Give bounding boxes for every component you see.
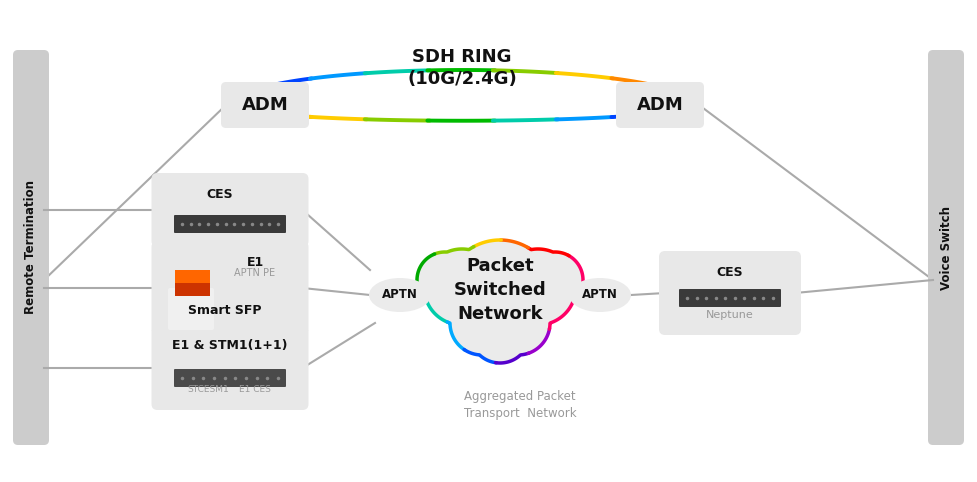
Text: CES: CES [207,187,234,201]
Ellipse shape [369,278,431,312]
Text: APTN PE: APTN PE [234,268,276,278]
Polygon shape [417,240,583,363]
Text: ADM: ADM [241,96,288,114]
FancyBboxPatch shape [221,82,309,128]
FancyBboxPatch shape [13,50,49,445]
Text: E1 & STM1(1+1): E1 & STM1(1+1) [172,339,288,352]
Text: Packet
Switched
Network: Packet Switched Network [453,257,546,322]
Text: Voice Switch: Voice Switch [940,205,953,290]
Text: Aggregated Packet
Transport  Network: Aggregated Packet Transport Network [464,390,576,420]
FancyBboxPatch shape [151,326,309,410]
Text: STCESM1: STCESM1 [188,386,229,394]
FancyBboxPatch shape [174,369,286,387]
FancyBboxPatch shape [616,82,704,128]
FancyBboxPatch shape [679,289,781,307]
Text: Neptune: Neptune [706,310,754,320]
Text: SDH RING
(10G/2.4G): SDH RING (10G/2.4G) [407,48,517,88]
Text: E1: E1 [246,255,264,268]
FancyBboxPatch shape [168,288,214,330]
Polygon shape [175,270,210,283]
Text: Remote Termination: Remote Termination [24,180,37,314]
Ellipse shape [569,278,631,312]
Text: APTN: APTN [582,289,617,302]
Polygon shape [175,283,210,296]
FancyBboxPatch shape [928,50,964,445]
FancyBboxPatch shape [151,173,309,247]
Text: APTN: APTN [382,289,418,302]
FancyBboxPatch shape [151,241,309,335]
FancyBboxPatch shape [659,251,801,335]
Text: CES: CES [717,267,743,280]
Text: ADM: ADM [637,96,683,114]
FancyBboxPatch shape [174,215,286,233]
Text: Smart SFP: Smart SFP [189,304,262,317]
Text: E1 CES: E1 CES [239,386,271,394]
